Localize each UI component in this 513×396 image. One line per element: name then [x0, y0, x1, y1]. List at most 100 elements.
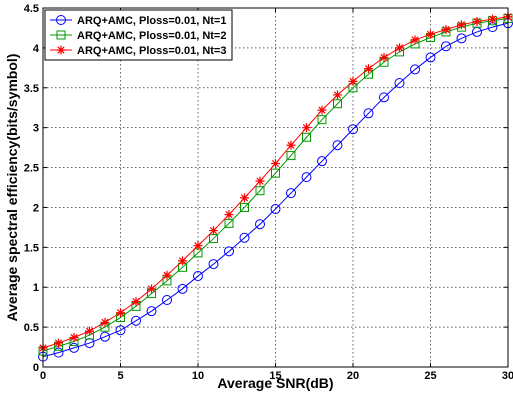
data-point: [147, 284, 156, 294]
x-tick-label: 30: [502, 370, 513, 382]
x-tick-label: 10: [192, 370, 204, 382]
data-point: [162, 270, 172, 280]
data-point: [224, 246, 234, 257]
data-point: [239, 232, 250, 243]
data-point: [333, 90, 342, 100]
data-point: [177, 283, 188, 294]
data-point: [131, 297, 141, 307]
x-tick-label: 25: [424, 370, 436, 382]
y-tick-label: 2.5: [24, 163, 39, 175]
data-point: [317, 156, 327, 167]
data-point: [53, 347, 64, 358]
series-line: [42, 22, 509, 358]
legend-marker: [56, 15, 66, 25]
data-point: [209, 226, 218, 236]
data-point: [317, 105, 327, 115]
data-point: [394, 77, 405, 88]
data-point: [208, 259, 219, 270]
legend: ARQ+AMC, Ploss=0.01, Nt=1 ARQ+AMC, Ploss=…: [44, 9, 233, 61]
data-point: [425, 52, 436, 63]
data-point: [69, 342, 79, 353]
data-point: [116, 308, 125, 318]
data-point: [146, 306, 157, 317]
legend-marker: [56, 45, 66, 55]
data-point: [317, 115, 327, 125]
data-point: [255, 186, 265, 196]
x-tick-label: 15: [269, 370, 281, 382]
legend-label: ARQ+AMC, Ploss=0.01, Nt=1: [77, 15, 226, 27]
data-point: [457, 20, 466, 30]
x-tick-label: 20: [347, 370, 359, 382]
data-point: [178, 256, 187, 266]
data-point: [286, 140, 296, 150]
y-tick-label: 1.5: [24, 242, 39, 254]
data-point: [395, 43, 404, 53]
x-tick-label: 5: [117, 370, 123, 382]
legend-entry: ARQ+AMC, Ploss=0.01, Nt=1: [50, 15, 226, 27]
y-tick-label: 4.5: [24, 3, 39, 15]
legend-entry: ARQ+AMC, Ploss=0.01, Nt=3: [50, 45, 226, 57]
data-point: [255, 219, 265, 230]
series-layer: [38, 12, 513, 362]
data-point: [100, 331, 110, 342]
data-point: [348, 124, 358, 135]
x-axis-label: Average SNR(dB): [217, 375, 333, 391]
data-point: [488, 14, 497, 24]
data-point: [301, 172, 312, 183]
y-tick-label: 1: [33, 282, 39, 294]
y-tick-label: 3: [33, 123, 39, 135]
axis-ticks: 0 5 10 15 20 25 30 0 0.5 1 1.5 2 2.5 3 3.5 4 4.5: [24, 3, 513, 382]
data-point: [224, 218, 234, 228]
data-point: [332, 140, 343, 151]
data-point: [333, 99, 342, 109]
data-point: [441, 25, 451, 35]
data-point: [131, 315, 141, 326]
data-point: [193, 241, 203, 251]
data-point: [162, 294, 172, 305]
data-point: [115, 325, 126, 336]
data-point: [270, 204, 281, 215]
data-point: [240, 193, 249, 203]
data-point: [410, 64, 420, 75]
data-point: [69, 332, 79, 342]
legend-label: ARQ+AMC, Ploss=0.01, Nt=2: [77, 30, 226, 42]
data-point: [100, 317, 110, 327]
data-point: [224, 210, 234, 220]
data-point: [426, 29, 435, 39]
data-point: [302, 123, 311, 133]
x-tick-label: 0: [40, 370, 46, 382]
data-point: [286, 151, 296, 161]
y-tick-label: 2: [33, 202, 39, 214]
data-point: [364, 64, 373, 74]
legend-label: ARQ+AMC, Ploss=0.01, Nt=3: [77, 45, 226, 57]
y-tick-label: 3.5: [24, 83, 39, 95]
data-point: [255, 176, 265, 186]
data-point: [271, 168, 280, 178]
legend-box: [44, 9, 233, 61]
y-tick-label: 0: [33, 362, 39, 374]
legend-entry: ARQ+AMC, Ploss=0.01, Nt=2: [50, 30, 226, 42]
y-axis-label: Average spectral efficiency(bits/symbol): [4, 54, 20, 322]
data-point: [302, 132, 311, 142]
data-point: [271, 159, 280, 169]
data-point: [472, 17, 482, 27]
series-3: [38, 12, 513, 353]
data-point: [84, 338, 95, 349]
data-point: [441, 41, 451, 52]
data-point: [85, 326, 94, 336]
data-point: [54, 338, 63, 348]
data-point: [456, 33, 467, 44]
legend-marker: [56, 30, 66, 40]
data-point: [379, 52, 389, 62]
data-point: [379, 92, 389, 103]
series-1: [38, 18, 513, 362]
data-point: [363, 108, 374, 119]
data-point: [348, 76, 358, 86]
data-point: [240, 202, 249, 212]
data-point: [193, 271, 203, 282]
y-tick-label: 4: [33, 43, 40, 55]
data-point: [410, 35, 420, 45]
data-point: [286, 188, 296, 199]
